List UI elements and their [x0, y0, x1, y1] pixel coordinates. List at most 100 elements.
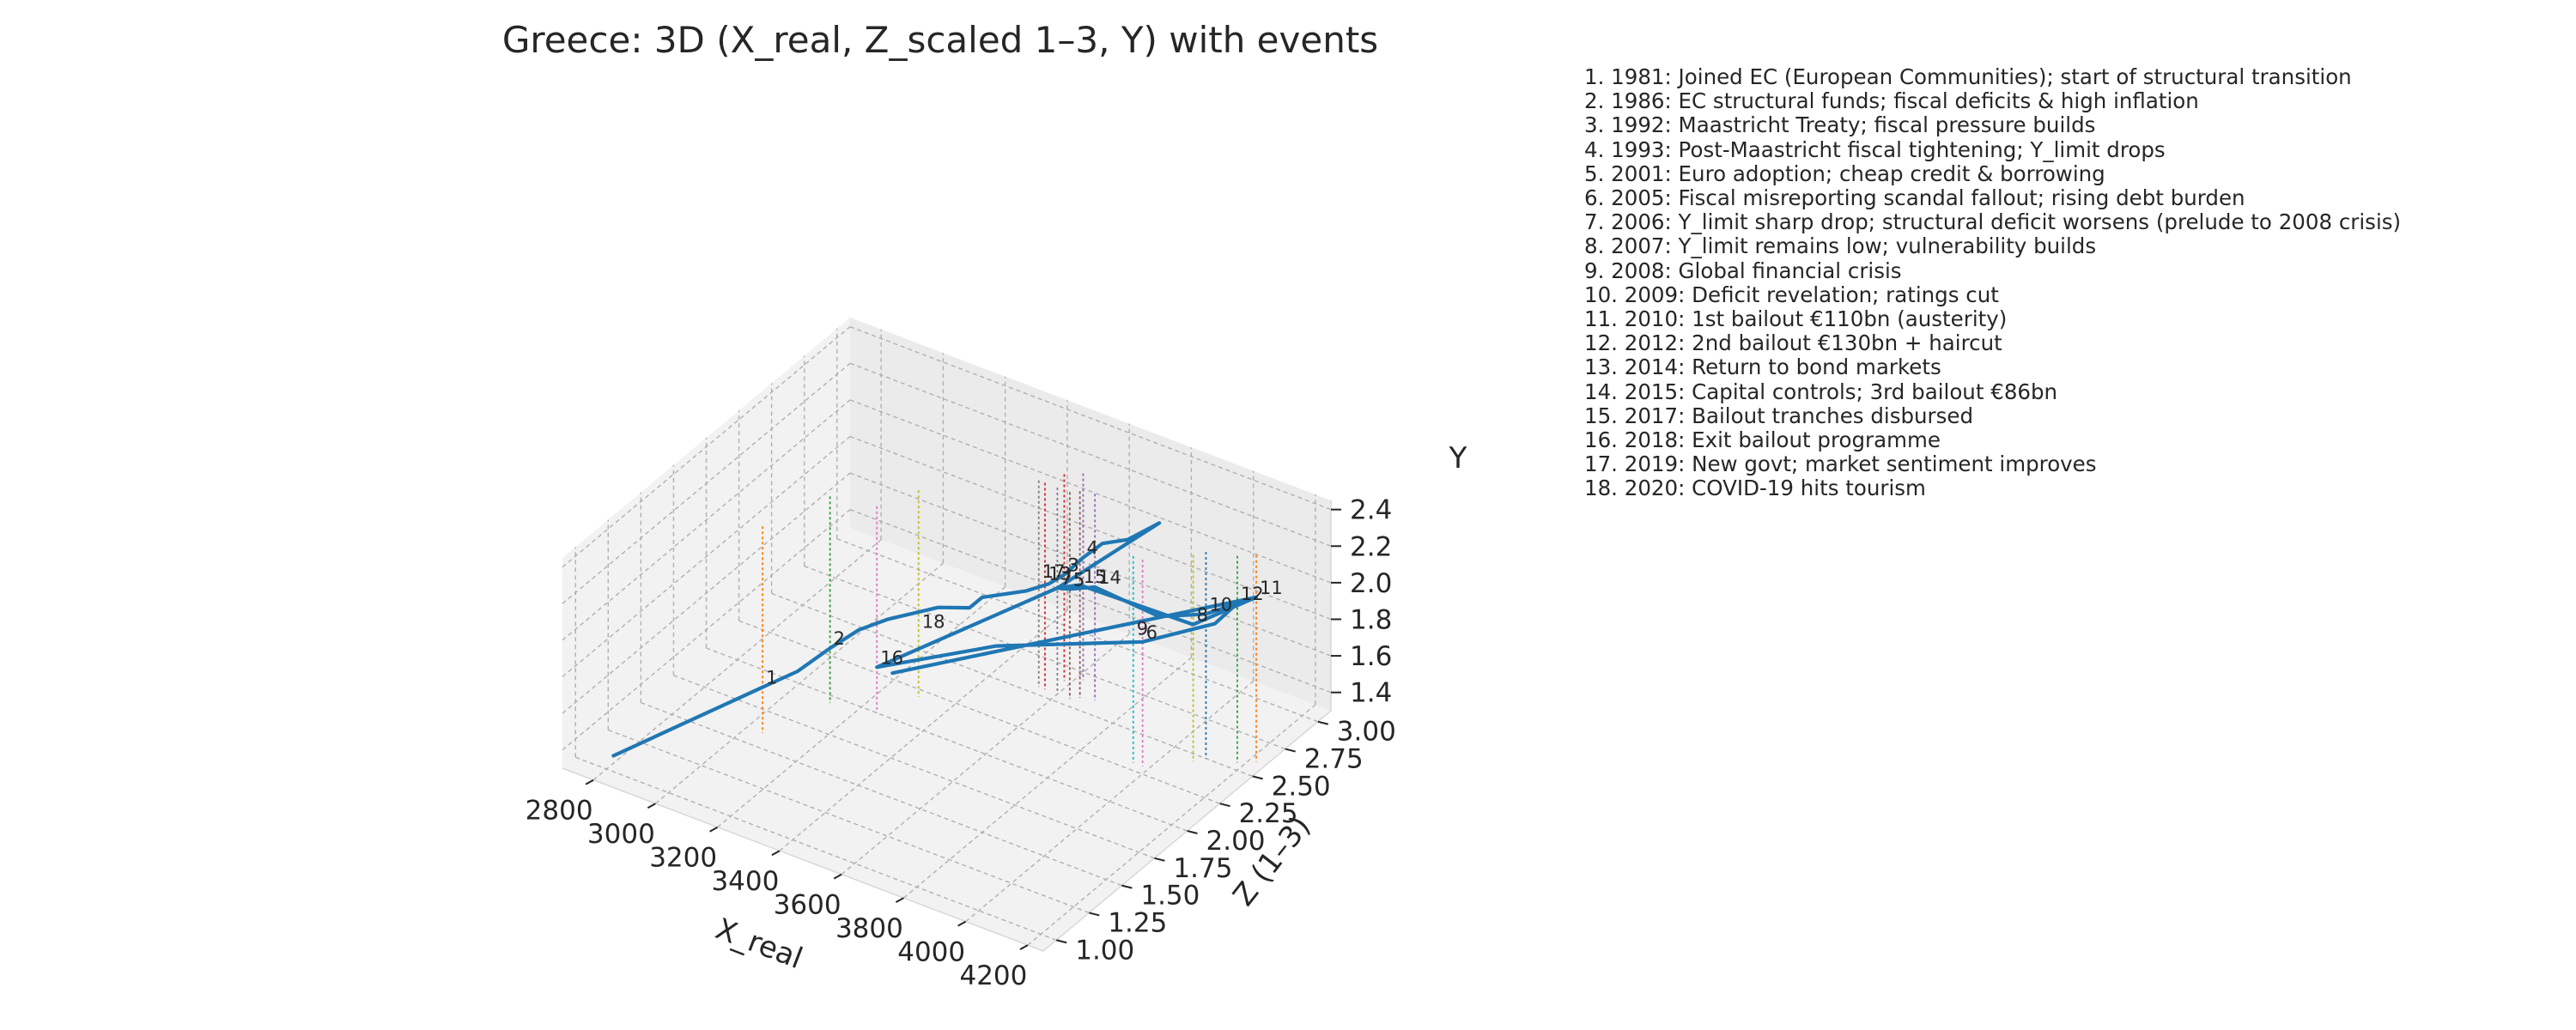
x-tick-label: 4000: [897, 937, 965, 968]
tick-mark: [833, 873, 842, 880]
y-tick-label: 2.0: [1350, 568, 1392, 599]
y-tick-label: 1.4: [1350, 678, 1392, 709]
x-axis-label: X_real: [711, 912, 807, 976]
gridline: [849, 472, 1332, 657]
event-number-label: 8: [1197, 605, 1208, 626]
x-tick-label: 3200: [649, 843, 717, 874]
gridline: [574, 756, 1057, 941]
y-tick-label: 1.6: [1350, 641, 1392, 672]
event-list-item: 9. 2008: Global financial crisis: [1584, 258, 1902, 283]
event-number-label: 4: [1086, 538, 1097, 559]
tick-mark: [771, 850, 781, 857]
z-tick-label: 1.50: [1140, 881, 1200, 912]
event-list-item: 15. 2017: Bailout tranches disbursed: [1584, 403, 1973, 428]
event-number-label: 17: [1042, 561, 1066, 582]
gridline: [804, 565, 1285, 750]
event-list-item: 7. 2006: Y_limit sharp drop; structural …: [1584, 209, 2402, 235]
gridline: [849, 325, 1332, 511]
event-number-label: 16: [880, 647, 903, 668]
event-number-label: 9: [1137, 619, 1148, 639]
series-layer: [611, 521, 1259, 758]
y-tick-label: 2.4: [1350, 495, 1392, 526]
tick-mark: [957, 920, 967, 927]
event-number-label: 13: [1048, 564, 1072, 585]
event-number-label: 12: [1241, 584, 1264, 604]
events-legend: 1. 1981: Joined EC (European Communities…: [1584, 64, 2402, 501]
gridline: [965, 681, 1255, 923]
series-line: [611, 521, 1259, 758]
event-list-item: 13. 2014: Return to bond markets: [1584, 354, 1941, 380]
event-list-item: 3. 1992: Maastricht Treaty; fiscal press…: [1584, 112, 2096, 138]
event-number-label: 1: [766, 668, 777, 688]
event-number-label: 5: [1073, 569, 1084, 590]
z-tick-label: 2.75: [1304, 744, 1364, 775]
event-number-label: 14: [1098, 567, 1121, 588]
event-list-item: 1. 1981: Joined EC (European Communities…: [1584, 64, 2352, 89]
event-list-item: 14. 2015: Capital controls; 3rd bailout …: [1584, 379, 2058, 404]
event-list-item: 18. 2020: COVID-19 hits tourism: [1584, 476, 1926, 501]
tick-mark: [709, 826, 719, 833]
gridline: [562, 472, 851, 714]
gridline: [771, 592, 1253, 778]
gridline: [849, 399, 1332, 584]
tick-mark: [1219, 803, 1230, 808]
gridline: [562, 362, 851, 604]
tick-mark: [1121, 884, 1133, 889]
gridlines: [562, 325, 1332, 946]
z-tick-label: 2.00: [1206, 826, 1266, 857]
gridline: [654, 562, 944, 804]
tick-mark: [1285, 748, 1296, 753]
left-pane: [562, 318, 850, 768]
x-axis-line: [562, 767, 1044, 952]
tick-mark: [1187, 830, 1198, 834]
event-number-label: 6: [1146, 622, 1157, 643]
chart-title: Greece: 3D (X_real, Z_scaled 1–3, Y) wit…: [501, 19, 1379, 61]
gridline: [562, 399, 851, 641]
event-number-label: 18: [922, 611, 945, 632]
x-tick-label: 3600: [774, 890, 841, 921]
z-tick-label: 2.25: [1239, 798, 1298, 829]
event-list-item: 2. 1986: EC structural funds; fiscal def…: [1584, 88, 2199, 114]
gridline: [562, 509, 851, 751]
x-tick-label: 3800: [835, 913, 903, 944]
tick-mark: [895, 897, 904, 904]
gridline: [849, 362, 1332, 547]
gridline: [608, 729, 1090, 914]
event-list-item: 6. 2005: Fiscal misreporting scandal fal…: [1584, 185, 2245, 211]
tick-mark: [1089, 912, 1100, 917]
event-number-label: 10: [1209, 594, 1232, 615]
x-tick-label: 3400: [711, 866, 779, 897]
gridline: [641, 701, 1122, 887]
tick-mark: [647, 803, 656, 809]
z-tick-label: 2.50: [1272, 771, 1331, 802]
event-list-item: 12. 2012: 2nd bailout €130bn + haircut: [1584, 330, 2002, 356]
y-tick-label: 2.2: [1350, 531, 1392, 562]
x-tick-label: 4200: [959, 960, 1027, 991]
tick-mark: [1317, 720, 1329, 725]
event-number-label: 7: [1060, 568, 1072, 589]
event-list-item: 10. 2009: Deficit revelation; ratings cu…: [1584, 282, 1999, 307]
gridline: [841, 633, 1130, 876]
event-number-label: 3: [1067, 555, 1078, 576]
z-tick-label: 1.00: [1075, 935, 1134, 966]
event-list-item: 11. 2010: 1st bailout €110bn (austerity): [1584, 306, 2008, 332]
gridline: [673, 675, 1155, 859]
tick-mark: [1055, 939, 1067, 944]
event-list-item: 5. 2001: Euro adoption; cheap credit & b…: [1584, 161, 2105, 186]
event-number-label: 11: [1260, 578, 1283, 598]
tick-mark: [1019, 944, 1029, 951]
gridline: [706, 647, 1188, 832]
event-number-label: 15: [1084, 566, 1107, 587]
event-list-item: 17. 2019: New govt; market sentiment imp…: [1584, 451, 2097, 477]
event-list-item: 4. 1993: Post-Maastricht fiscal tighteni…: [1584, 136, 2166, 162]
gridline: [849, 435, 1332, 621]
event-number-label: 2: [834, 628, 845, 649]
y-tick-label: 1.8: [1350, 604, 1392, 635]
z-tick-label: 1.25: [1108, 907, 1167, 938]
gridline: [562, 435, 851, 678]
y-axis-label: Y: [1449, 441, 1467, 476]
event-drop-lines: [762, 473, 1257, 766]
